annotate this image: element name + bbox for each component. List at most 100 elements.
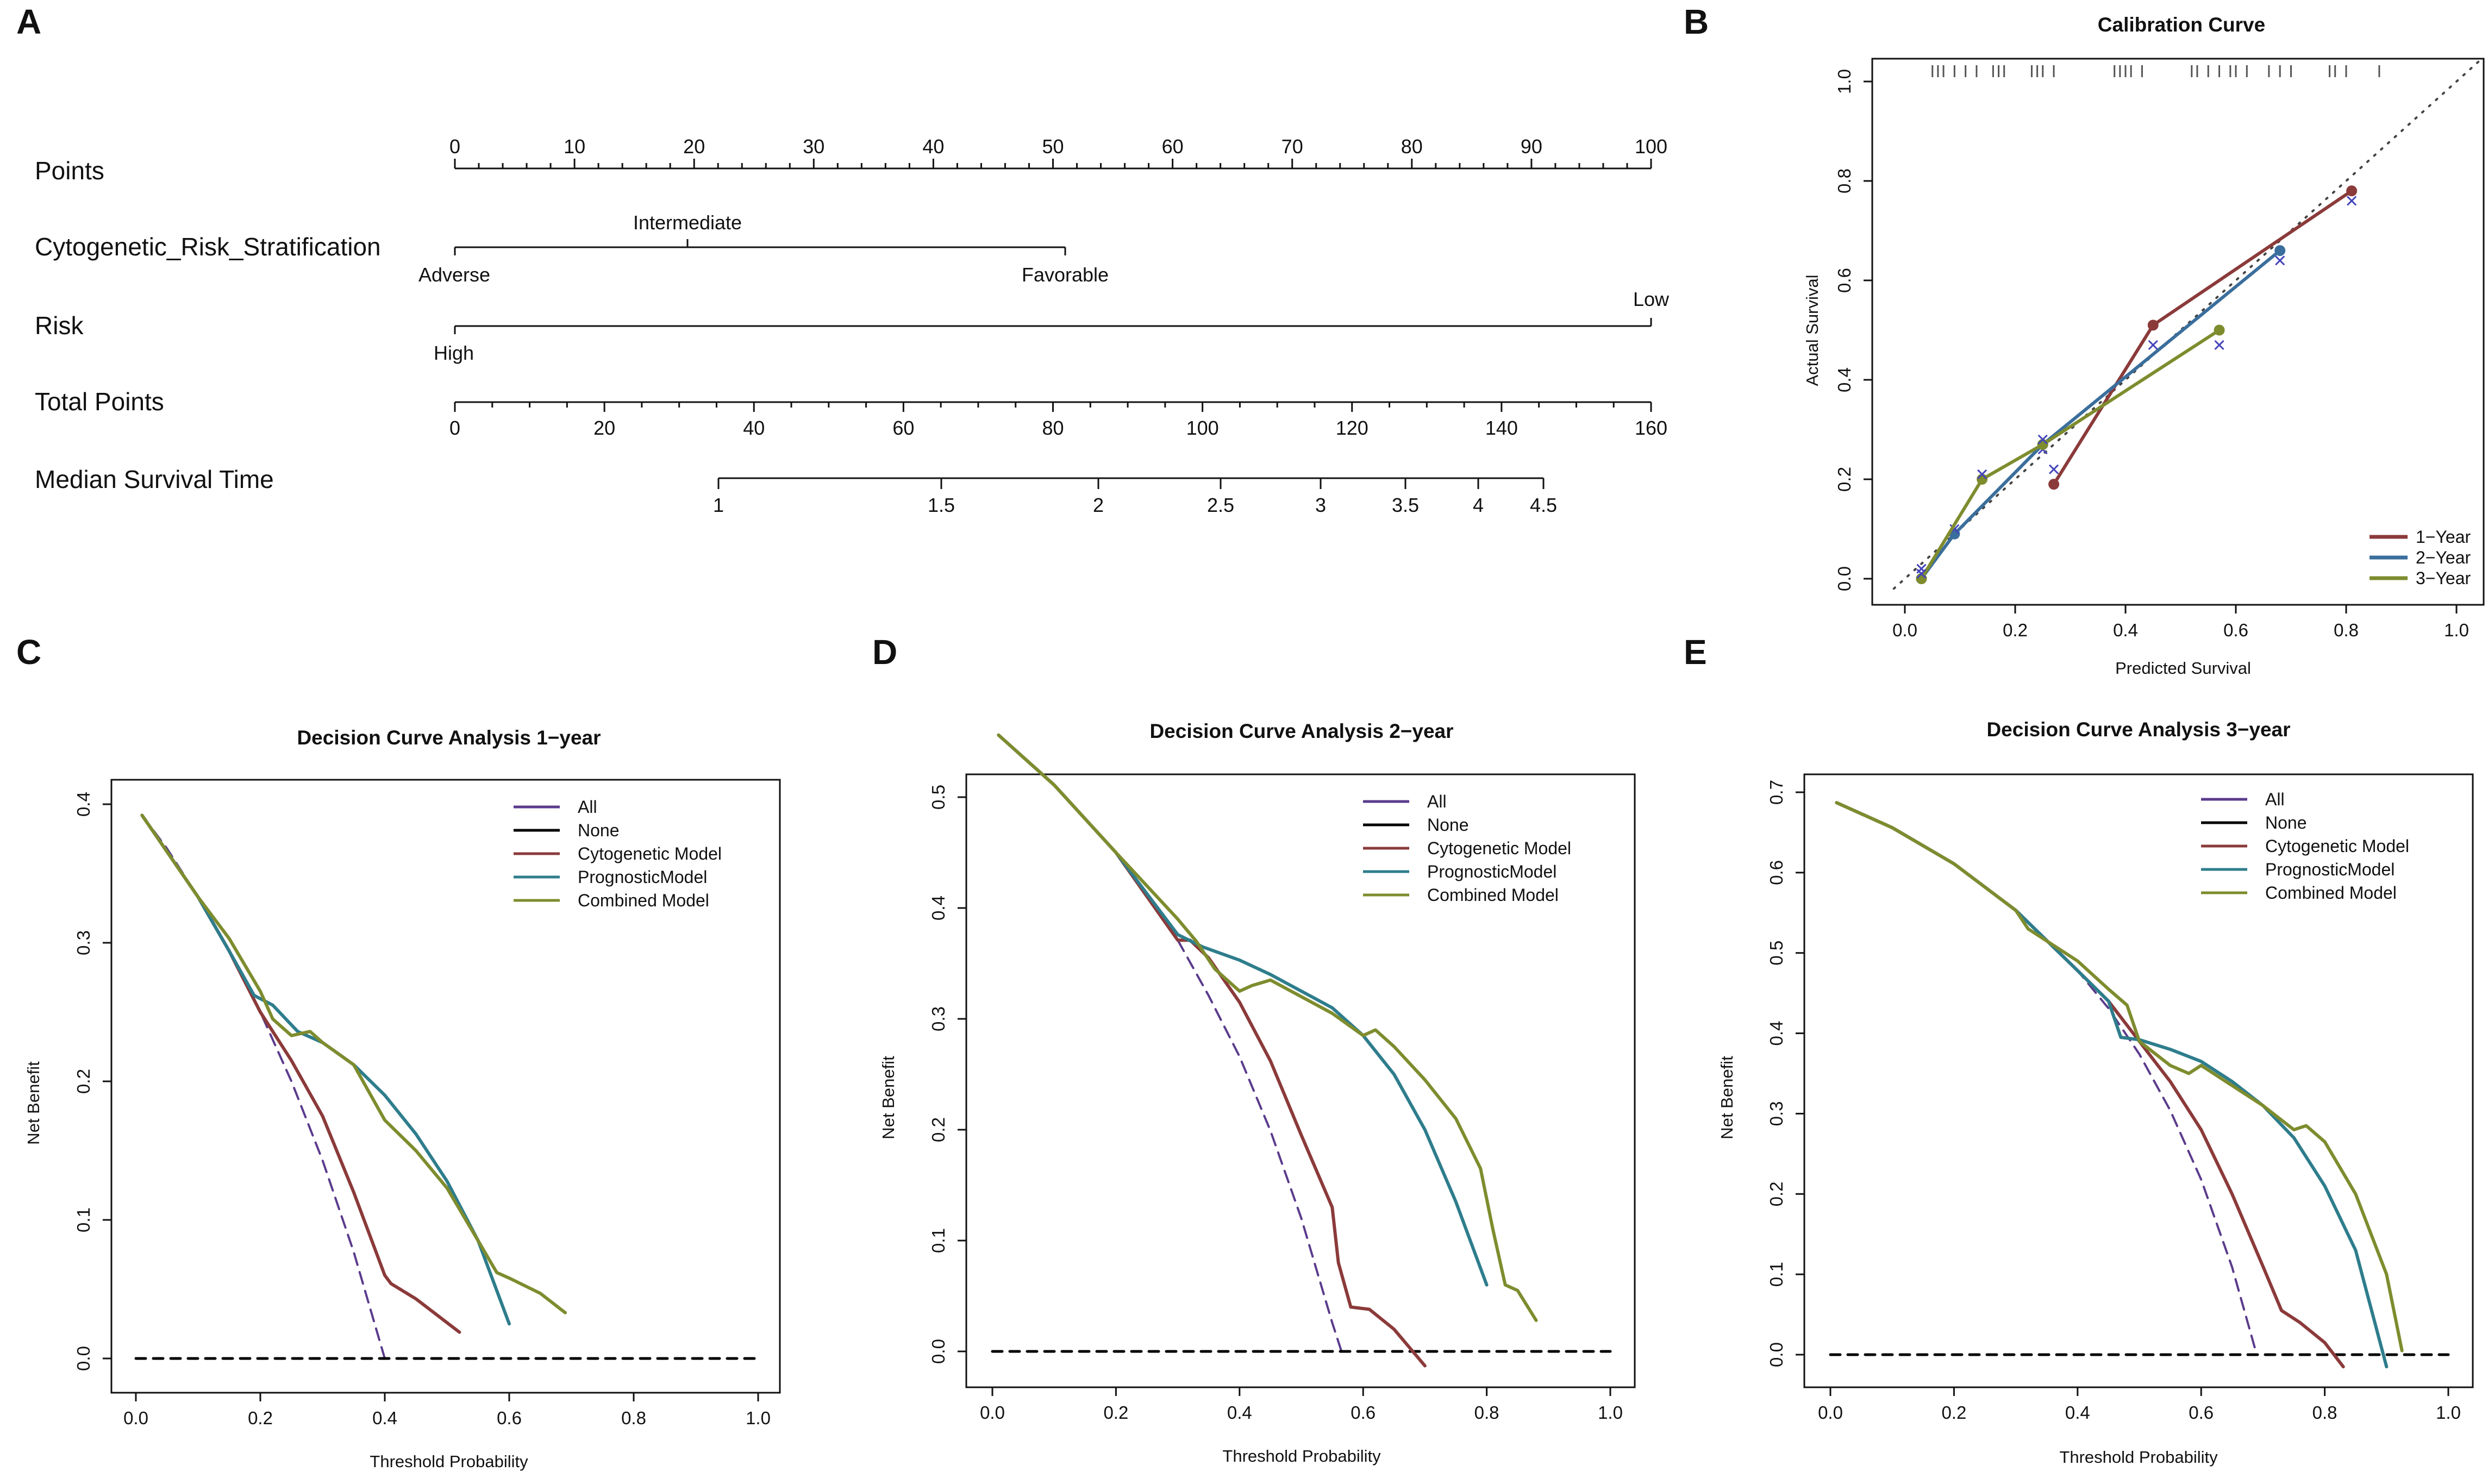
calibration-frame xyxy=(1871,58,2485,606)
panel-letter-c: C xyxy=(16,633,41,672)
legend-label: PrognosticModel xyxy=(2265,860,2395,879)
y-tick-label: 0.2 xyxy=(1834,467,1854,492)
calibration-cross xyxy=(1977,469,1987,479)
y-tick-label: 0.4 xyxy=(928,896,948,921)
calibration-point xyxy=(2274,245,2286,256)
total-tick-label: 20 xyxy=(593,417,615,439)
y-tick-label: 0.4 xyxy=(1834,367,1854,392)
dca-3year-title: Decision Curve Analysis 3−year xyxy=(1986,718,2290,741)
total-tick-label: 120 xyxy=(1336,417,1368,439)
calibration-ylabel: Actual Survival xyxy=(1803,274,1822,386)
y-tick-label: 0.0 xyxy=(73,1346,93,1371)
total-tick-label: 0 xyxy=(449,417,460,439)
nomogram-label-risk: Risk xyxy=(35,311,84,340)
cyto-favorable-label: Favorable xyxy=(1022,264,1109,286)
x-tick-label: 0.4 xyxy=(1227,1402,1252,1423)
dca-1year-xlabel: Threshold Probability xyxy=(370,1452,528,1471)
calibration-point xyxy=(2214,324,2225,336)
median-tick-labels: 1 1.5 2 2.5 3 3.5 4 4.5 xyxy=(713,494,1557,516)
total-points-tick-labels: 0 20 40 60 80 100 120 140 160 xyxy=(449,417,1667,439)
median-tick-label: 3.5 xyxy=(1392,494,1419,516)
total-tick-label: 140 xyxy=(1485,417,1518,439)
y-tick-label: 1.0 xyxy=(1834,69,1854,94)
calibration-cross xyxy=(1916,568,1927,579)
total-points-axis xyxy=(454,401,1652,412)
dca-2year-xlabel: Threshold Probability xyxy=(1222,1447,1381,1466)
x-tick-label: 0.4 xyxy=(372,1408,397,1428)
x-tick-label: 0.4 xyxy=(2113,620,2138,640)
legend-label: PrognosticModel xyxy=(1427,862,1556,881)
total-tick-label: 160 xyxy=(1635,417,1667,439)
x-tick-label: 1.0 xyxy=(2436,1402,2461,1423)
dca-line-combined-model xyxy=(1835,801,2404,1352)
median-tick-label: 4 xyxy=(1473,494,1484,516)
y-tick-label: 0.3 xyxy=(1766,1101,1786,1126)
x-tick-label: 0.0 xyxy=(1892,620,1917,640)
calibration-cross xyxy=(2214,340,2224,350)
dca-3year-plot: 0.0 0.2 0.4 0.6 0.8 1.0 0.0 0.1 0.2 0.3 0.4 0.5 0.6 0… xyxy=(1766,780,2461,1423)
median-tick-label: 3 xyxy=(1315,494,1326,516)
legend-label: 1−Year xyxy=(2416,527,2471,547)
dca-line-prognosticmodel xyxy=(997,733,1489,1287)
legend-label: Combined Model xyxy=(1427,885,1559,905)
y-tick-label: 0.5 xyxy=(928,785,948,810)
dca-3year-legend: All None Cytogenetic Model PrognosticModel C… xyxy=(2201,790,2409,903)
dca-2year-legend: All None Cytogenetic Model PrognosticModel C… xyxy=(1363,792,1571,905)
points-tick-label: 70 xyxy=(1281,135,1303,158)
x-tick-label: 1.0 xyxy=(2444,620,2469,640)
median-survival-axis xyxy=(717,477,1545,489)
dca-line-all xyxy=(1835,802,2258,1356)
y-tick-label: 0.7 xyxy=(1766,780,1786,805)
nomogram-label-points: Points xyxy=(35,156,104,185)
y-tick-label: 0.8 xyxy=(1834,168,1854,193)
calibration-point xyxy=(2147,320,2159,331)
legend-label: Cytogenetic Model xyxy=(2265,836,2409,856)
x-tick-label: 0.0 xyxy=(980,1402,1005,1423)
dca-2year-title: Decision Curve Analysis 2−year xyxy=(1149,720,1453,742)
dca-1year-plot: 0.0 0.2 0.4 0.6 0.8 1.0 0.0 0.1 0.2 0.3 0.4 xyxy=(73,792,771,1428)
calibration-xlabel: Predicted Survival xyxy=(2115,659,2251,678)
x-tick-label: 0.2 xyxy=(248,1408,273,1428)
dca-3year-frame xyxy=(1803,773,2474,1388)
points-tick-label: 10 xyxy=(564,135,585,158)
x-tick-label: 0.8 xyxy=(1474,1402,1499,1423)
legend-label: None xyxy=(2265,813,2307,832)
calibration-cross xyxy=(2275,255,2285,266)
x-tick-label: 0.2 xyxy=(2003,620,2028,640)
dca-line-prognosticmodel xyxy=(140,813,511,1326)
x-tick-label: 0.2 xyxy=(1103,1402,1128,1423)
x-tick-label: 1.0 xyxy=(1598,1402,1623,1423)
x-tick-label: 1.0 xyxy=(746,1408,771,1428)
dca-line-all xyxy=(141,814,386,1360)
legend-label: Cytogenetic Model xyxy=(1427,838,1571,858)
calibration-title: Calibration Curve xyxy=(2098,14,2265,36)
total-tick-label: 40 xyxy=(743,417,765,439)
points-tick-label: 40 xyxy=(922,135,944,158)
legend-label: Cytogenetic Model xyxy=(578,844,722,863)
legend-label: All xyxy=(578,797,597,817)
x-tick-label: 0.2 xyxy=(1941,1402,1966,1423)
y-tick-label: 0.4 xyxy=(73,792,93,817)
y-tick-label: 0.2 xyxy=(928,1117,948,1142)
dca-line-cytogenetic-model xyxy=(140,813,461,1334)
legend-label: PrognosticModel xyxy=(578,867,707,887)
panel-letter-b: B xyxy=(1684,2,1709,41)
y-tick-label: 0.1 xyxy=(1766,1262,1786,1287)
total-tick-label: 80 xyxy=(1042,417,1064,439)
legend-label: All xyxy=(2265,790,2285,809)
panel-letter-e: E xyxy=(1684,633,1707,672)
y-tick-label: 0.2 xyxy=(73,1069,93,1094)
y-tick-label: 0.1 xyxy=(73,1207,93,1232)
legend-label: None xyxy=(578,821,620,840)
x-tick-label: 0.8 xyxy=(2334,620,2359,640)
dca-line-all xyxy=(997,734,1343,1352)
dca-line-combined-model xyxy=(997,733,1538,1322)
points-tick-label: 20 xyxy=(683,135,705,158)
x-tick-label: 0.0 xyxy=(123,1408,148,1428)
ideal-diagonal xyxy=(1892,60,2480,590)
points-tick-label: 50 xyxy=(1042,135,1064,158)
y-tick-label: 0.5 xyxy=(1766,941,1786,966)
y-tick-label: 0.6 xyxy=(1834,268,1854,293)
panel-letter-a: A xyxy=(16,2,41,41)
